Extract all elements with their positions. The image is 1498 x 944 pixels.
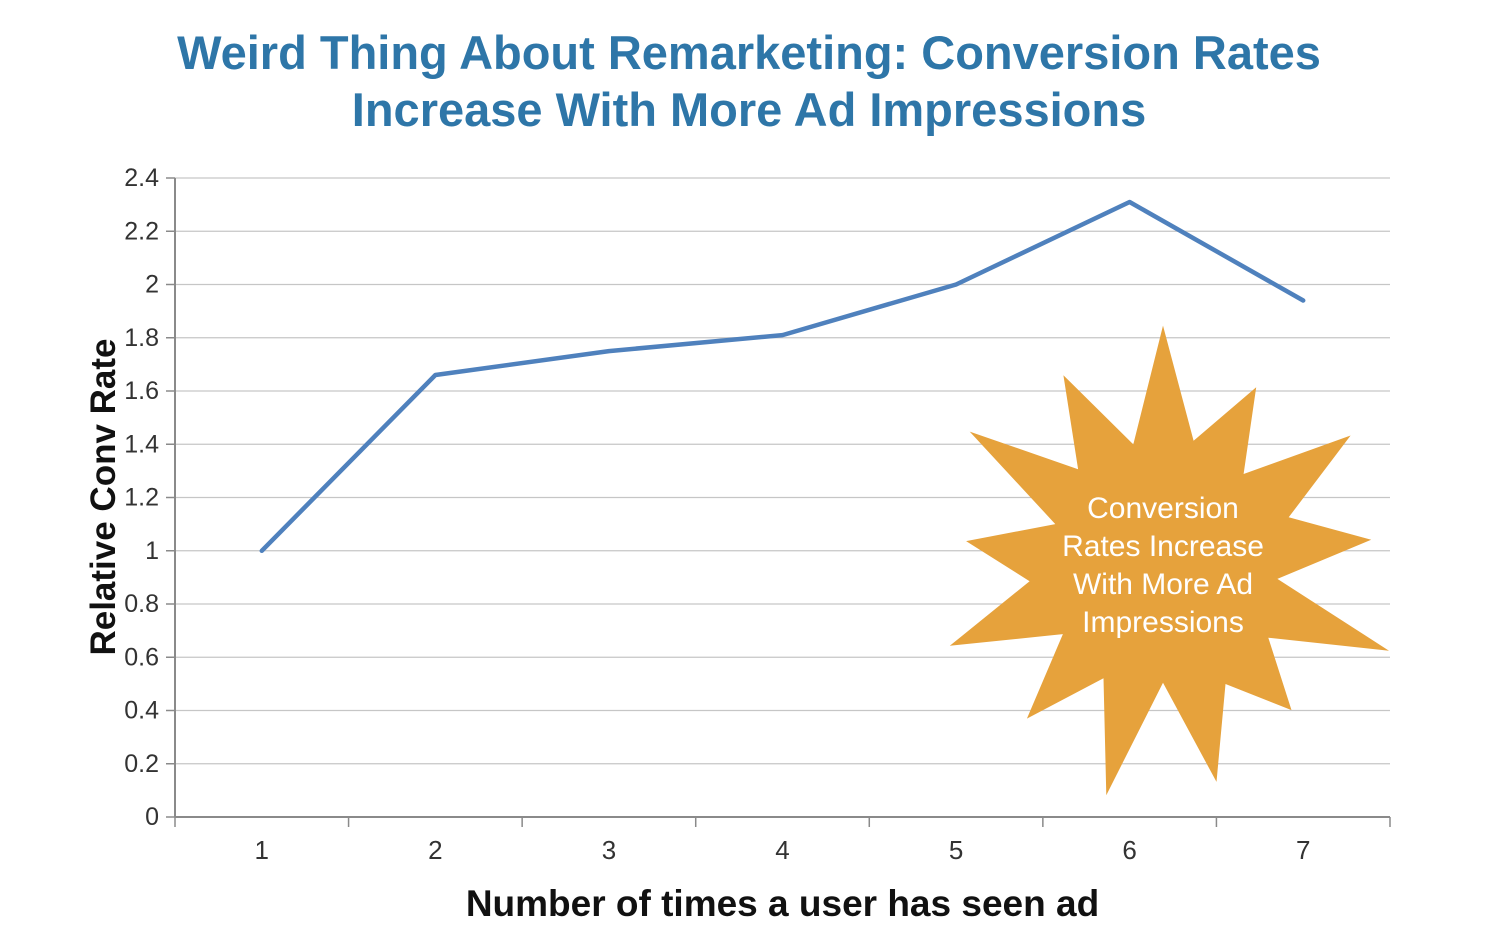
x-tick-label: 1 — [255, 835, 269, 865]
y-tick-label: 0 — [145, 803, 159, 831]
x-tick-label: 7 — [1296, 835, 1310, 865]
chart-canvas: Conversion Rates Increase With More Ad Impr… — [124, 164, 1391, 865]
y-tick-label: 1.2 — [124, 484, 159, 512]
y-tick-label: 2 — [145, 271, 159, 299]
y-tick-label: 1.8 — [124, 324, 159, 352]
chart-title-line-2: Increase With More Ad Impressions — [351, 83, 1147, 137]
y-tick-label: 1.6 — [124, 377, 159, 405]
y-tick-label: 0.4 — [124, 697, 159, 725]
x-axis-title: Number of times a user has seen ad — [465, 883, 1100, 924]
chart-title-line-1: Weird Thing About Remarketing: Conversio… — [177, 26, 1321, 79]
starburst-label-line: With More Ad — [1073, 568, 1253, 601]
x-tick-label: 3 — [602, 835, 616, 865]
x-tick-label: 6 — [1122, 835, 1136, 865]
y-tick-label: 1 — [145, 537, 159, 565]
chart-title: Weird Thing About Remarketing: Conversio… — [0, 24, 1498, 139]
y-tick-label: 2.4 — [124, 164, 159, 192]
line-chart: Conversion Rates Increase With More Ad Impr… — [0, 150, 1498, 944]
y-tick-label: 2.2 — [124, 217, 159, 245]
starburst-label-line: Conversion — [1087, 492, 1239, 525]
starburst-shape — [949, 325, 1389, 796]
y-axis-title: Relative Conv Rate — [84, 338, 123, 656]
y-tick-label: 1.4 — [124, 430, 159, 458]
starburst-label-line: Rates Increase — [1062, 530, 1264, 563]
y-tick-label: 0.6 — [124, 643, 159, 671]
data-line-relative-conv-rate — [259, 199, 1306, 554]
y-tick-label: 0.2 — [124, 750, 159, 778]
starburst-label-line: Impressions — [1082, 606, 1244, 639]
y-tick-label: 0.8 — [124, 590, 159, 618]
x-tick-label: 2 — [428, 835, 442, 865]
x-tick-label: 4 — [775, 835, 789, 865]
x-tick-label: 5 — [949, 835, 963, 865]
